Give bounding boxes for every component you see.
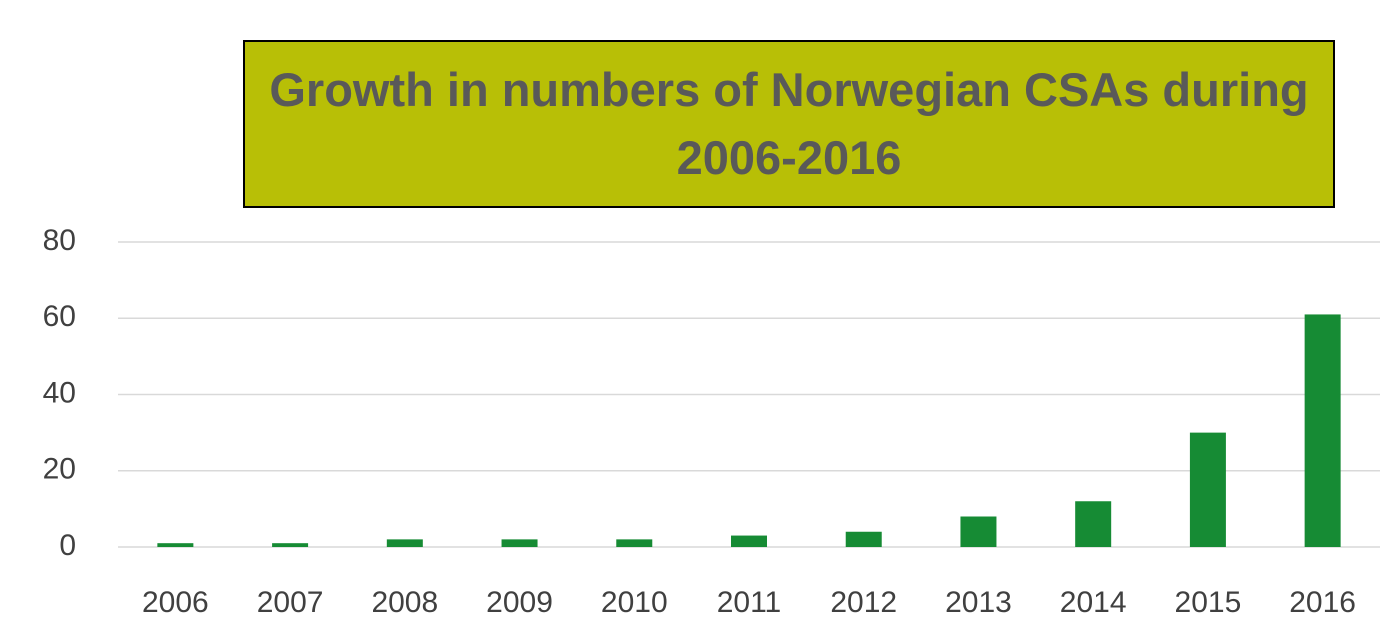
y-tick-label: 0 [59,529,76,562]
x-tick-label: 2007 [257,586,324,619]
x-tick-label: 2012 [830,586,897,619]
bar [1304,314,1341,547]
bar [616,539,653,547]
bar [1075,501,1112,547]
y-tick-label: 60 [43,300,76,333]
bar [157,543,194,547]
x-tick-label: 2013 [945,586,1012,619]
y-tick-label: 80 [43,224,76,257]
bar [960,516,997,547]
y-tick-label: 40 [43,376,76,409]
x-tick-label: 2016 [1289,586,1356,619]
x-tick-label: 2010 [601,586,668,619]
chart-title: Growth in numbers of Norwegian CSAs duri… [243,40,1335,208]
x-tick-label: 2009 [486,586,553,619]
bar [501,539,538,547]
bar [272,543,309,547]
x-tick-label: 2014 [1060,586,1127,619]
bar [845,531,882,547]
x-tick-label: 2006 [142,586,209,619]
x-tick-label: 2011 [717,586,782,619]
bar [1189,432,1226,547]
x-tick-label: 2008 [371,586,438,619]
x-tick-label: 2015 [1175,586,1242,619]
bar [386,539,423,547]
y-tick-label: 20 [43,453,76,486]
bar [731,535,767,547]
